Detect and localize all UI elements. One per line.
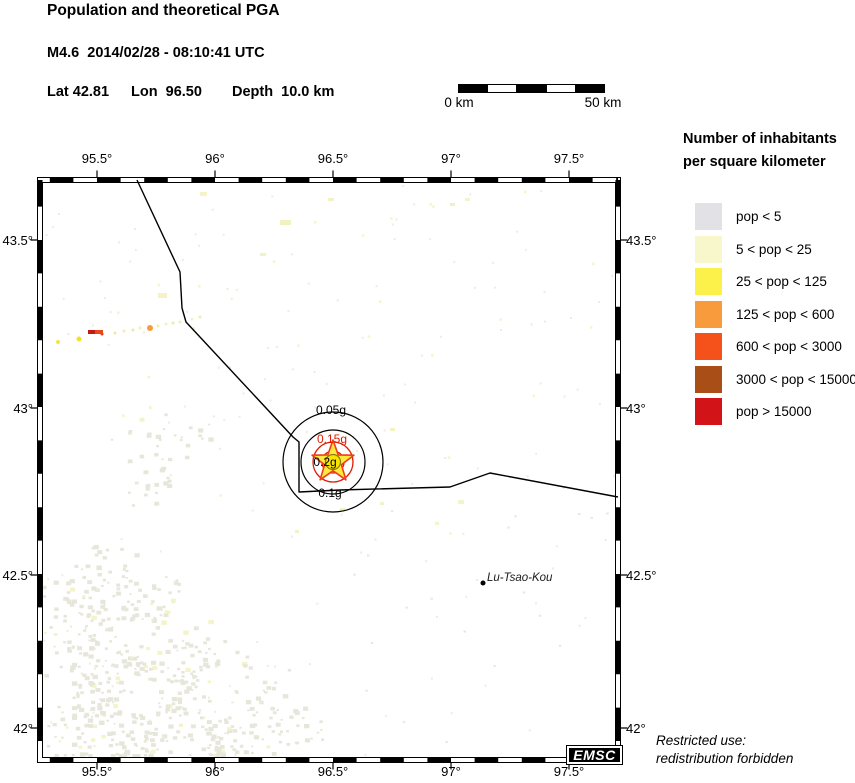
event-latitude: Lat 42.81 bbox=[47, 84, 110, 100]
legend-label: 25 < pop < 125 bbox=[736, 274, 827, 289]
legend-swatch bbox=[695, 236, 722, 263]
legend-item: 125 < pop < 600 bbox=[695, 301, 834, 328]
axis-label-top: 96.5° bbox=[317, 151, 349, 166]
emsc-logo: EMSC bbox=[566, 745, 623, 765]
event-magnitude-datetime: M4.6 2014/02/28 - 08:10:41 UTC bbox=[47, 45, 265, 61]
scale-bar bbox=[458, 84, 605, 93]
pga-ring-label: 0.15g bbox=[317, 432, 347, 446]
axis-label-left: 42.5° bbox=[2, 568, 33, 583]
legend-title-line1: Number of inhabitants bbox=[683, 131, 837, 147]
axis-label-right: 43° bbox=[626, 401, 646, 416]
legend-item: 25 < pop < 125 bbox=[695, 268, 827, 295]
page-title: Population and theoretical PGA bbox=[47, 2, 280, 19]
legend-item: 600 < pop < 3000 bbox=[695, 333, 842, 360]
pga-ring-01g bbox=[300, 429, 366, 495]
legend-title-line2: per square kilometer bbox=[683, 154, 826, 170]
legend-swatch bbox=[695, 366, 722, 393]
axis-label-bottom: 97.5° bbox=[553, 764, 585, 779]
axis-label-top: 97.5° bbox=[553, 151, 585, 166]
legend-item: pop > 15000 bbox=[695, 398, 811, 425]
epicenter-core-dot bbox=[324, 453, 342, 471]
scale-bar-segment bbox=[459, 85, 488, 92]
scale-bar-segment bbox=[517, 85, 546, 92]
legend-label: 5 < pop < 25 bbox=[736, 242, 812, 257]
axis-label-right: 42° bbox=[626, 721, 646, 736]
axis-label-bottom: 96.5° bbox=[317, 764, 349, 779]
axis-label-bottom: 97° bbox=[441, 764, 461, 779]
event-depth: Depth 10.0 km bbox=[232, 84, 335, 100]
pga-ring-005g bbox=[282, 411, 384, 513]
legend-item: 3000 < pop < 15000 bbox=[695, 366, 855, 393]
legend-label: 3000 < pop < 15000 bbox=[736, 372, 855, 387]
map-svg: 0.05g 0.15g 0.2g 0.1g Lu-Tsao-Kou bbox=[30, 170, 628, 770]
map-frame bbox=[30, 170, 628, 770]
frame-degree-ticks bbox=[30, 170, 628, 770]
legend-item: 5 < pop < 25 bbox=[695, 236, 812, 263]
legend-label: 600 < pop < 3000 bbox=[736, 339, 842, 354]
axis-label-right: 42.5° bbox=[626, 568, 657, 583]
axis-label-top: 97° bbox=[441, 151, 461, 166]
populated-places bbox=[56, 192, 470, 533]
legend-label: pop > 15000 bbox=[736, 404, 812, 419]
pga-ring-label: 0.05g bbox=[316, 403, 346, 417]
place-dot bbox=[480, 580, 486, 586]
axis-label-bottom: 96° bbox=[205, 764, 225, 779]
legend-swatch bbox=[695, 203, 722, 230]
pga-ring-label: 0.1g bbox=[318, 486, 341, 500]
pga-ring-label: 0.2g bbox=[313, 455, 336, 469]
legend-swatch bbox=[695, 333, 722, 360]
legend-item: pop < 5 bbox=[695, 203, 781, 230]
restricted-use-line1: Restricted use: bbox=[656, 733, 747, 748]
axis-label-right: 43.5° bbox=[626, 233, 657, 248]
legend-swatch bbox=[695, 301, 722, 328]
scale-bar-segment bbox=[487, 85, 518, 92]
scale-bar-end-label: 50 km bbox=[584, 95, 622, 110]
restricted-use-note: Restricted use: redistribution forbidden bbox=[656, 732, 793, 767]
country-border-line bbox=[136, 179, 619, 498]
scale-bar-segment bbox=[545, 85, 576, 92]
legend-title: Number of inhabitants per square kilomet… bbox=[683, 128, 837, 174]
legend-swatch bbox=[695, 268, 722, 295]
legend-label: pop < 5 bbox=[736, 209, 782, 224]
axis-label-left: 42° bbox=[13, 721, 33, 736]
axis-label-bottom: 95.5° bbox=[81, 764, 113, 779]
axis-label-top: 96° bbox=[205, 151, 225, 166]
event-longitude: Lon 96.50 bbox=[131, 84, 202, 100]
axis-label-top: 95.5° bbox=[81, 151, 113, 166]
legend-label: 125 < pop < 600 bbox=[736, 307, 835, 322]
legend-swatch bbox=[695, 398, 722, 425]
scale-bar-start-label: 0 km bbox=[444, 95, 474, 110]
restricted-use-line2: redistribution forbidden bbox=[656, 750, 794, 766]
population-speckles bbox=[42, 185, 616, 759]
place-label: Lu-Tsao-Kou bbox=[487, 572, 553, 584]
axis-label-left: 43° bbox=[13, 401, 33, 416]
scale-bar-segment bbox=[575, 85, 605, 92]
axis-label-left: 43.5° bbox=[2, 233, 33, 248]
